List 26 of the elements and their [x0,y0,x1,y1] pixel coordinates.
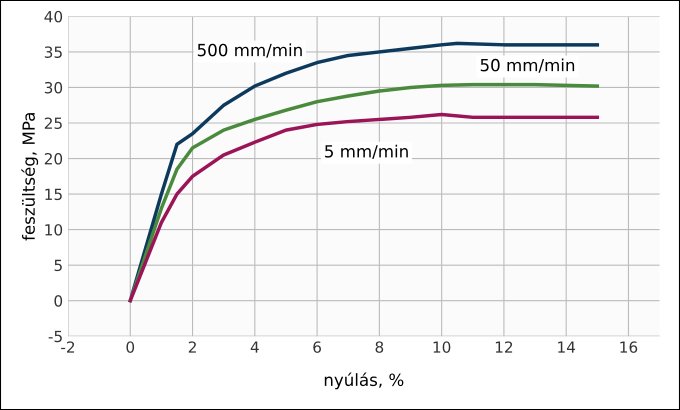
x-tick-label: 2 [188,341,196,353]
y-tick-label: 5 [54,260,62,272]
series-label: 500 mm/min [198,43,302,58]
y-tick-label: 10 [45,224,62,236]
x-tick-label: 12 [496,341,512,353]
x-tick-label: 8 [376,341,384,353]
series-label: 50 mm/min [480,58,574,73]
line-series [128,42,600,302]
x-axis-title: nyúlás, % [324,372,404,390]
y-tick-label: 20 [44,153,62,165]
y-tick-label: 15 [45,188,62,200]
y-axis-title: feszültség, MPa [21,113,38,241]
y-tick-label: 25 [44,117,62,130]
y-tick-label: 30 [44,82,62,94]
x-tick-label: -2 [61,341,74,353]
x-tick-label: 10 [434,341,450,353]
y-tick-label: 0 [54,295,62,307]
x-tick-label: 0 [126,341,134,353]
y-tick-label: -5 [48,330,62,342]
x-tick-label: 16 [620,341,638,353]
series-label: 5 mm/min [325,144,408,159]
x-tick-label: 4 [250,342,259,353]
y-tick-label: 35 [44,46,62,58]
x-tick-label: 6 [313,341,321,353]
x-tick-label: 14 [558,342,576,353]
y-tick-label: 40 [44,10,62,22]
